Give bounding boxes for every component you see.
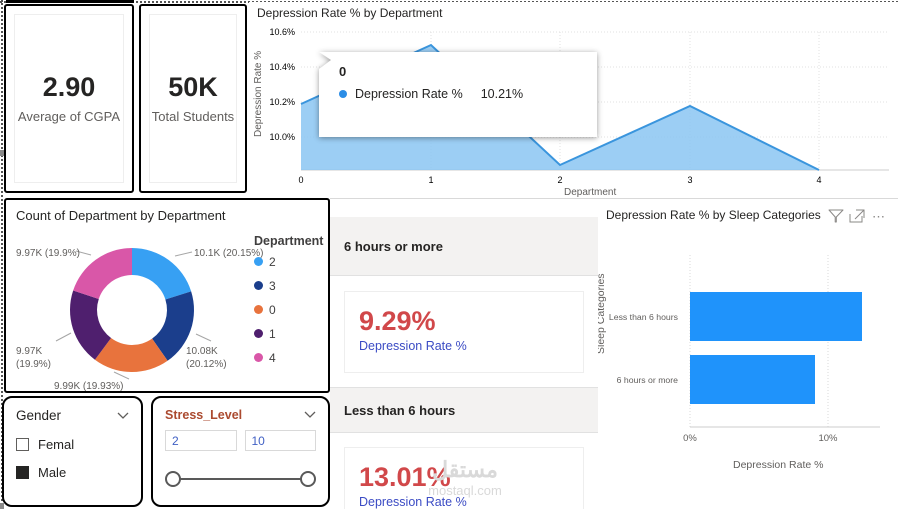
svg-text:1: 1: [428, 175, 433, 185]
svg-text:(19.9%): (19.9%): [16, 359, 51, 370]
svg-text:9.99K (19.93%): 9.99K (19.93%): [54, 381, 124, 391]
svg-text:10.08K: 10.08K: [186, 346, 218, 357]
svg-text:4: 4: [816, 175, 821, 185]
svg-text:10.2%: 10.2%: [269, 97, 295, 107]
svg-text:Less than 6 hours: Less than 6 hours: [609, 312, 679, 322]
svg-text:10.0%: 10.0%: [269, 132, 295, 142]
svg-text:3: 3: [687, 175, 692, 185]
svg-text:0%: 0%: [683, 433, 697, 444]
svg-text:6 hours or more: 6 hours or more: [617, 375, 678, 385]
svg-text:9.97K (19.9%): 9.97K (19.9%): [16, 248, 80, 259]
svg-text:2: 2: [557, 175, 562, 185]
svg-text:10%: 10%: [818, 433, 838, 444]
svg-text:9.97K: 9.97K: [16, 346, 42, 357]
svg-text:10.6%: 10.6%: [269, 27, 295, 37]
svg-text:10.4%: 10.4%: [269, 62, 295, 72]
svg-text:0: 0: [298, 175, 303, 185]
svg-text:(20.12%): (20.12%): [186, 359, 227, 370]
